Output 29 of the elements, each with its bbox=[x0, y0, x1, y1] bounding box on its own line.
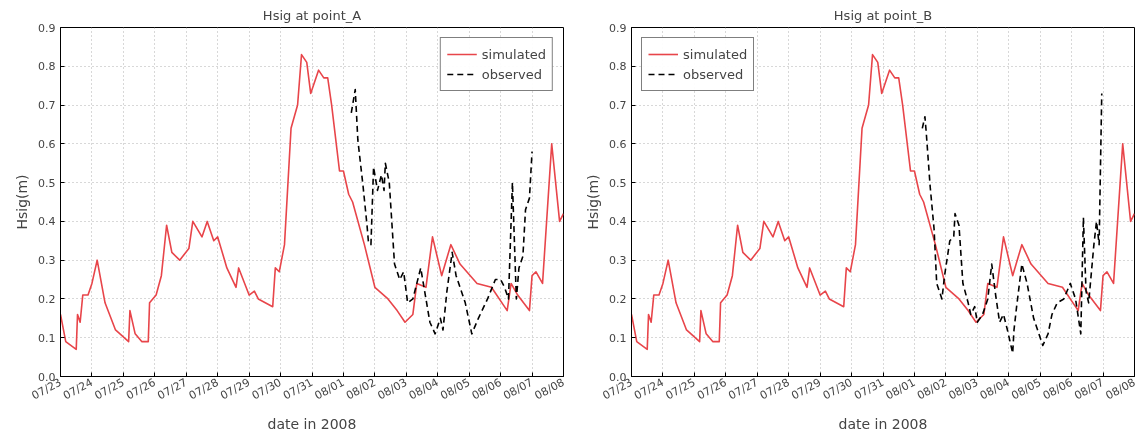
y-axis-title: Hsig(m) bbox=[14, 174, 31, 230]
y-tick-label: 0.2 bbox=[609, 292, 627, 306]
y-axis-title: Hsig(m) bbox=[585, 174, 602, 230]
chart-title: Hsig at point_A bbox=[262, 7, 362, 23]
y-tick-label: 0.3 bbox=[609, 254, 627, 268]
x-axis-title: date in 2008 bbox=[267, 416, 357, 433]
y-tick-label: 0.4 bbox=[609, 215, 627, 229]
chart-title: Hsig at point_B bbox=[833, 7, 933, 23]
legend-label: observed bbox=[481, 66, 543, 82]
y-tick-label: 0.3 bbox=[38, 254, 56, 268]
y-tick-label: 0.6 bbox=[609, 137, 627, 151]
legend-label: observed bbox=[683, 66, 744, 82]
y-tick-label: 0.5 bbox=[38, 176, 56, 190]
y-tick-label: 0.1 bbox=[609, 331, 627, 345]
y-tick-label: 0.7 bbox=[609, 99, 627, 113]
y-tick-label: 0.7 bbox=[38, 99, 56, 113]
y-tick-label: 0.8 bbox=[38, 60, 56, 74]
y-tick-label: 0.9 bbox=[609, 21, 627, 35]
y-tick-label: 0.6 bbox=[38, 137, 56, 151]
y-tick-label: 0.9 bbox=[38, 21, 56, 35]
y-tick-label: 0.5 bbox=[609, 176, 627, 190]
y-tick-label: 0.8 bbox=[609, 60, 627, 74]
y-tick-label: 0.4 bbox=[38, 215, 56, 229]
y-tick-label: 0.1 bbox=[38, 331, 56, 345]
y-tick-label: 0.2 bbox=[38, 292, 56, 306]
x-axis-title: date in 2008 bbox=[838, 416, 928, 433]
legend-label: simulated bbox=[481, 46, 546, 62]
legend-label: simulated bbox=[683, 46, 748, 62]
line-series bbox=[350, 88, 533, 335]
